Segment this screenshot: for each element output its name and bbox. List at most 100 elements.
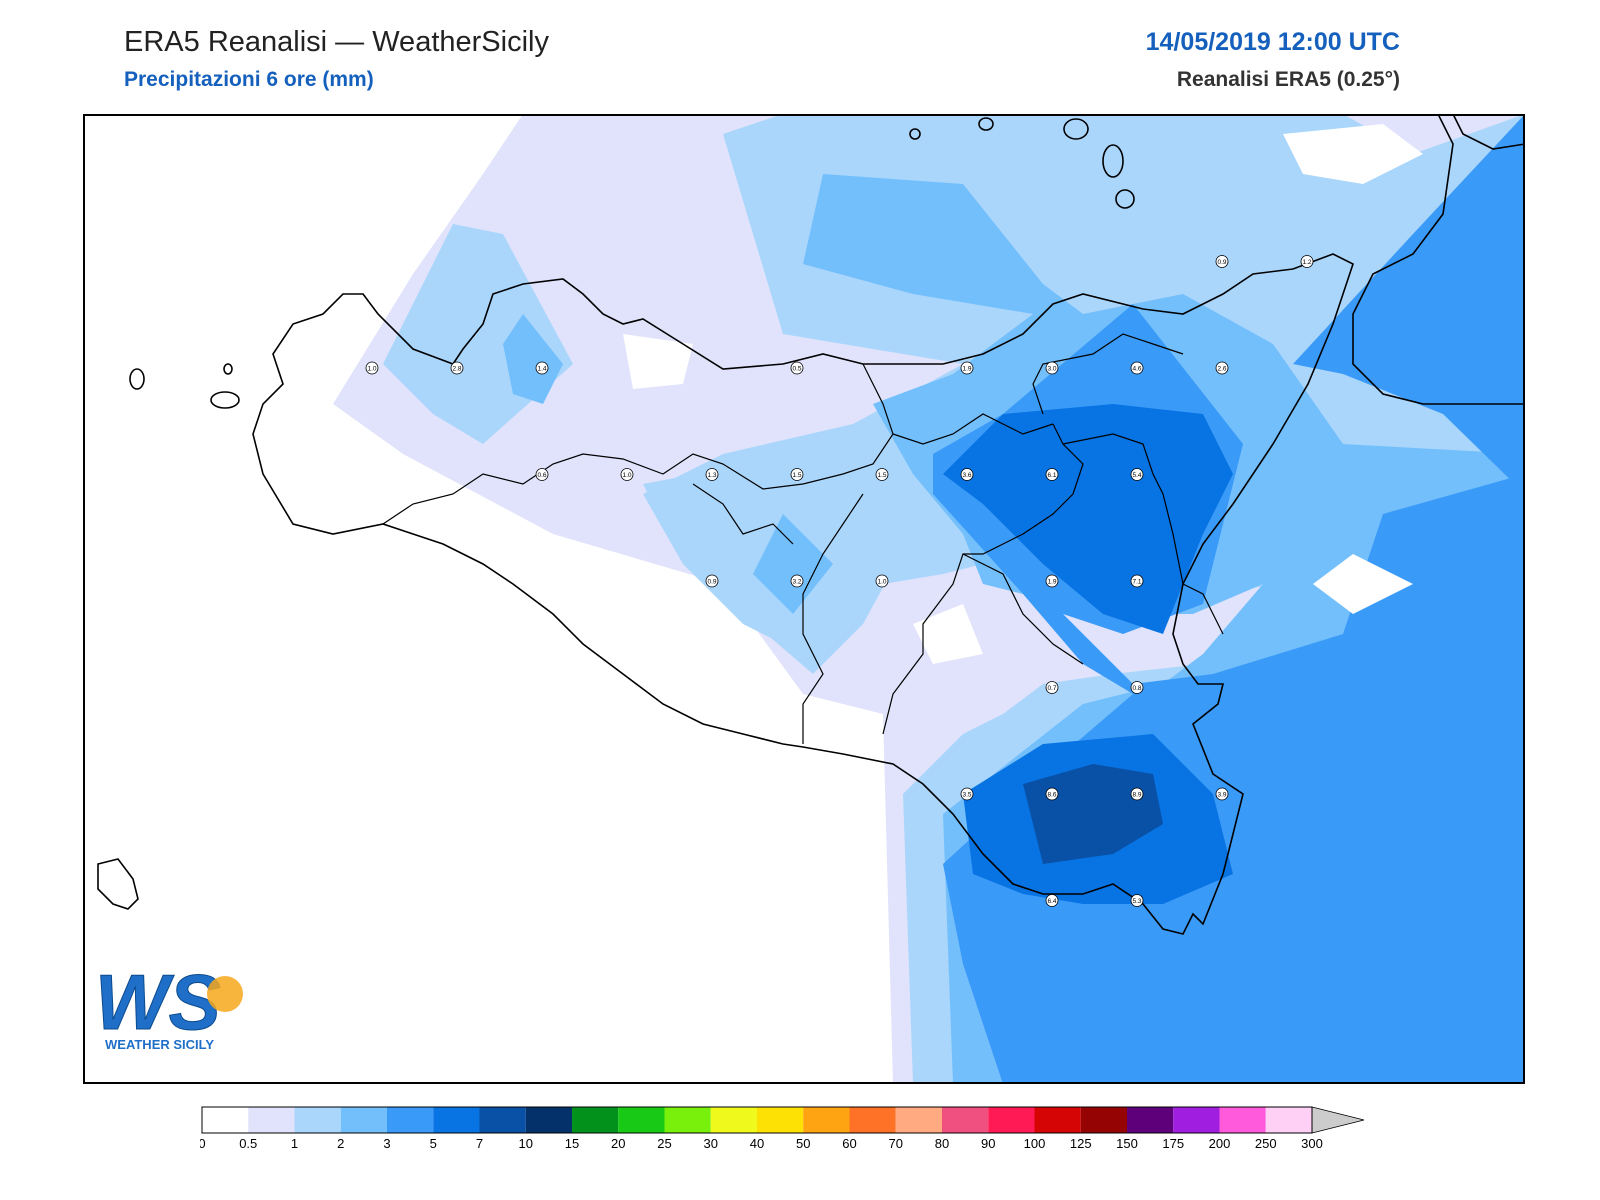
station-value: 0.9 — [1217, 259, 1226, 266]
colorbar-tick-label: 80 — [935, 1136, 949, 1151]
colorbar-swatch — [664, 1107, 711, 1133]
island-marettimo — [129, 368, 145, 390]
colorbar-swatch — [479, 1107, 526, 1133]
station-value: 1.2 — [1302, 259, 1311, 266]
station-dot — [365, 361, 379, 375]
station-dot — [960, 787, 974, 801]
station-value: 0.5 — [792, 366, 801, 373]
colorbar-swatch — [1265, 1107, 1312, 1133]
station-dot — [960, 468, 974, 481]
colorbar-tick-label: 175 — [1162, 1136, 1184, 1151]
weathersicily-logo: WS WEATHER SICILY — [95, 958, 243, 1052]
station-dot — [1130, 574, 1144, 588]
colorbar-tick-label: 70 — [889, 1136, 903, 1151]
station-marker: 1.5 — [790, 468, 804, 481]
precip-fill-layer — [83, 114, 1525, 1084]
station-value: 1.5 — [877, 472, 886, 479]
precip-hole-4 — [913, 604, 983, 664]
station-marker: 1.2 — [1300, 255, 1314, 268]
station-marker: 6.4 — [1045, 894, 1059, 907]
colorbar-swatch — [710, 1107, 757, 1133]
station-dot — [960, 361, 974, 375]
colorbar-tick-label: 250 — [1255, 1136, 1277, 1151]
precip-hole-2 — [1313, 554, 1413, 614]
station-value: 8.9 — [1132, 792, 1141, 799]
colorbar-swatch — [1080, 1107, 1127, 1133]
valid-datetime: 14/05/2019 12:00 UTC — [1145, 28, 1400, 56]
colorbar-swatch — [294, 1107, 341, 1133]
station-dot — [1045, 361, 1059, 375]
station-dot — [1130, 681, 1144, 694]
colorbar-outline — [201, 1106, 1313, 1134]
logo-caption: WEATHER SICILY — [105, 1037, 214, 1052]
precip-hole-3 — [623, 334, 693, 389]
island-levanzo — [223, 363, 233, 375]
colorbar-tick-label: 3 — [383, 1136, 390, 1151]
station-value: 2.8 — [452, 366, 461, 373]
station-value: 0.8 — [1132, 685, 1141, 692]
colorbar-tick-label: 150 — [1116, 1136, 1138, 1151]
station-value: 3.2 — [792, 579, 801, 586]
island-salina — [1063, 118, 1089, 140]
colorbar-tick-label: 40 — [750, 1136, 764, 1151]
station-marker: 3.2 — [790, 574, 804, 588]
colorbar-tick-label: 7 — [476, 1136, 483, 1151]
precip-band-3b — [1293, 114, 1525, 494]
station-marker: 5.4 — [1130, 468, 1144, 481]
station-marker: 8.9 — [1130, 787, 1144, 801]
station-value: 3.9 — [1217, 792, 1226, 799]
station-value: 3.5 — [962, 792, 971, 799]
colorbar-tick-label: 300 — [1301, 1136, 1323, 1151]
station-value: 5.3 — [1132, 898, 1141, 905]
province-borders-2 — [692, 483, 1084, 665]
colorbar-tick-label: 50 — [796, 1136, 810, 1151]
station-marker: 0.9 — [1215, 255, 1229, 268]
colorbar-tick-label: 0.5 — [239, 1136, 257, 1151]
station-value: 5.4 — [1132, 472, 1141, 479]
colorbar-swatch — [572, 1107, 619, 1133]
station-value: 4.6 — [1132, 366, 1141, 373]
island-favignana — [210, 391, 240, 409]
colorbar-tick-label: 200 — [1209, 1136, 1231, 1151]
station-dot — [1215, 787, 1229, 801]
colorbar-tick-label: 100 — [1024, 1136, 1046, 1151]
colorbar-swatch — [803, 1107, 850, 1133]
station-value: 1.0 — [622, 472, 631, 479]
coastline-layer — [97, 114, 1525, 935]
colorbar-swatch — [387, 1107, 434, 1133]
colorbar-tick-label: 10 — [519, 1136, 533, 1151]
island-lipari — [1102, 144, 1124, 178]
station-value: 7.1 — [1132, 579, 1141, 586]
colorbar-swatch — [248, 1107, 295, 1133]
station-value: 3.6 — [962, 472, 971, 479]
colorbar-swatch — [202, 1107, 249, 1133]
station-marker: 0.8 — [1130, 681, 1144, 694]
colorbar-swatch — [525, 1107, 572, 1133]
colorbar-tick-label: 25 — [657, 1136, 671, 1151]
station-dot — [790, 361, 804, 375]
station-marker: 3.0 — [1045, 361, 1059, 375]
colorbar-tick-label: 2 — [337, 1136, 344, 1151]
colorbar-swatch — [1127, 1107, 1174, 1133]
station-marker: 1.5 — [875, 468, 889, 481]
colorbar-swatch — [988, 1107, 1035, 1133]
station-value: 0.9 — [707, 579, 716, 586]
station-dot — [705, 468, 719, 481]
precip-band-2b — [503, 314, 563, 404]
station-value: 1.9 — [962, 366, 971, 373]
station-value: 6.4 — [1047, 898, 1056, 905]
station-value: 3.0 — [1047, 366, 1056, 373]
station-marker: 0.9 — [705, 574, 719, 588]
station-marker: 1.0 — [875, 574, 889, 588]
station-markers: 1.0 2.8 1.4 0.5 1.9 3.0 4.6 2.6 0.9 1.2 0.6 1.0 1.3 1… — [365, 255, 1314, 907]
colorbar-swatch — [340, 1107, 387, 1133]
map-frame — [83, 114, 1525, 1084]
station-marker: 8.6 — [1045, 787, 1059, 801]
colorbar-tick-label: 60 — [842, 1136, 856, 1151]
station-marker: 1.0 — [620, 468, 634, 481]
province-borders — [382, 333, 1224, 744]
logo-letters: WS — [95, 958, 221, 1046]
station-dot — [790, 468, 804, 481]
station-value: 8.6 — [1047, 792, 1056, 799]
station-dot — [1130, 787, 1144, 801]
